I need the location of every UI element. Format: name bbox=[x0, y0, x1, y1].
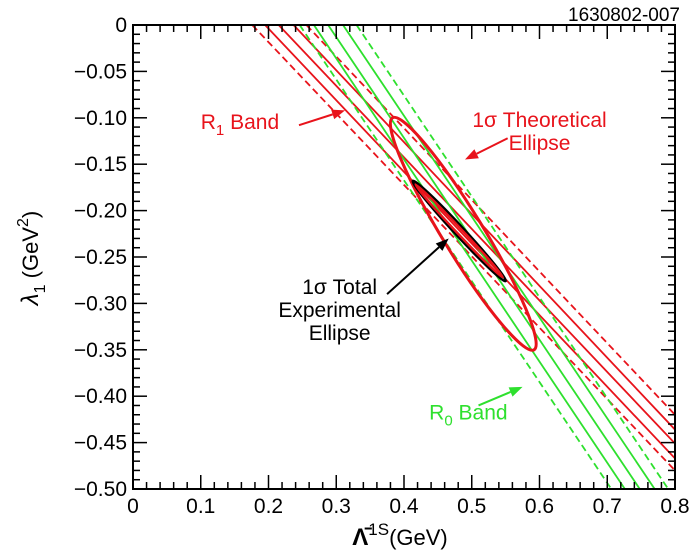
theoretical-ellipse-label-arrow-head bbox=[464, 149, 479, 160]
experimental-ellipse-label-text: Experimental bbox=[278, 299, 401, 322]
experimental-outer-ellipse bbox=[411, 179, 507, 283]
x-tick-label: 0.3 bbox=[322, 495, 351, 518]
r0-band-label-arrow-head bbox=[508, 386, 523, 397]
x-axis-unit: (GeV) bbox=[389, 525, 448, 550]
experimental-ellipse-label-text: 1σ Total bbox=[302, 276, 377, 299]
y-tick-label: −0.45 bbox=[74, 432, 127, 455]
r1-band-label: R1 Band bbox=[201, 109, 346, 139]
r1-band-lower-solid bbox=[264, 25, 675, 459]
y-tick-label: −0.50 bbox=[74, 478, 127, 501]
r0-band-upper-dashed bbox=[355, 25, 669, 489]
theoretical-ellipse-label-arrow-shaft bbox=[476, 137, 509, 155]
theoretical-ellipse bbox=[388, 115, 538, 352]
y-axis-subscript: 1 bbox=[32, 284, 49, 293]
x-tick-label: 0.4 bbox=[389, 495, 419, 518]
x-tick-label: 0.6 bbox=[525, 495, 554, 518]
x-tick-label: 0.5 bbox=[457, 495, 486, 518]
ticks-layer bbox=[132, 24, 676, 490]
experimental-ellipse-label-arrow-shaft bbox=[386, 246, 440, 295]
x-tick-label: 0.1 bbox=[186, 495, 215, 518]
experimental-inner-ellipse bbox=[414, 183, 505, 279]
bands-layer bbox=[251, 25, 675, 489]
y-tick-label: −0.25 bbox=[74, 246, 127, 269]
y-tick-label: −0.10 bbox=[74, 107, 127, 130]
y-tick-label: −0.20 bbox=[74, 200, 127, 223]
ellipses-layer bbox=[388, 115, 538, 352]
figure-id-label: 1630802-007 bbox=[568, 5, 680, 26]
r0-band-lower-solid bbox=[313, 25, 626, 489]
y-axis-unit-superscript: 2 bbox=[15, 218, 32, 227]
y-tick-label: 0 bbox=[115, 14, 127, 37]
x-axis-title: Λ̄1S(GeV) bbox=[352, 520, 448, 551]
x-tick-label: 0.8 bbox=[660, 495, 689, 518]
x-axis-symbol: Λ̄ bbox=[352, 524, 372, 551]
tick-labels-layer: 0 0.1 0.2 0.3 0.4 0.5 0.6 0.7 0.8 0 −0.05 −0.10 −0.1… bbox=[74, 14, 690, 518]
x-tick-label: 0.2 bbox=[254, 495, 283, 518]
y-axis-unit-close: ) bbox=[18, 211, 43, 218]
r0-band-label-arrow-shaft bbox=[478, 391, 511, 407]
r1-band-upper-dashed bbox=[305, 25, 675, 416]
y-axis-title: λ1 (GeV2) bbox=[15, 211, 49, 307]
r1-band-label-arrow-head bbox=[331, 109, 346, 120]
experimental-ellipse-label-text: Ellipse bbox=[309, 322, 371, 345]
r0-band-label: R0 Band bbox=[429, 386, 523, 429]
r0-band-center bbox=[327, 25, 641, 489]
y-tick-label: −0.15 bbox=[74, 153, 127, 176]
theoretical-ellipse-label-text: Ellipse bbox=[509, 132, 571, 155]
r1-band-lower-dashed bbox=[251, 25, 675, 472]
r1-band-label-arrow-shaft bbox=[298, 113, 333, 127]
r0-band-label-text: R0 Band bbox=[429, 401, 507, 429]
y-tick-label: −0.30 bbox=[74, 292, 127, 315]
y-axis-symbol: λ bbox=[17, 293, 44, 307]
x-axis-superscript: 1S bbox=[368, 520, 389, 539]
theoretical-ellipse-label-text: 1σ Theoretical bbox=[472, 109, 606, 132]
x-tick-label: 0 bbox=[127, 495, 139, 518]
y-tick-label: −0.35 bbox=[74, 339, 127, 362]
x-tick-label: 0.7 bbox=[593, 495, 622, 518]
r1-band-label-text: R1 Band bbox=[201, 111, 279, 139]
r1-band-center bbox=[278, 25, 675, 445]
experimental-ellipse-label-arrow-head bbox=[435, 238, 449, 251]
y-tick-label: −0.05 bbox=[74, 60, 127, 83]
y-tick-label: −0.40 bbox=[74, 385, 127, 408]
y-axis-unit: (GeV bbox=[18, 227, 43, 285]
